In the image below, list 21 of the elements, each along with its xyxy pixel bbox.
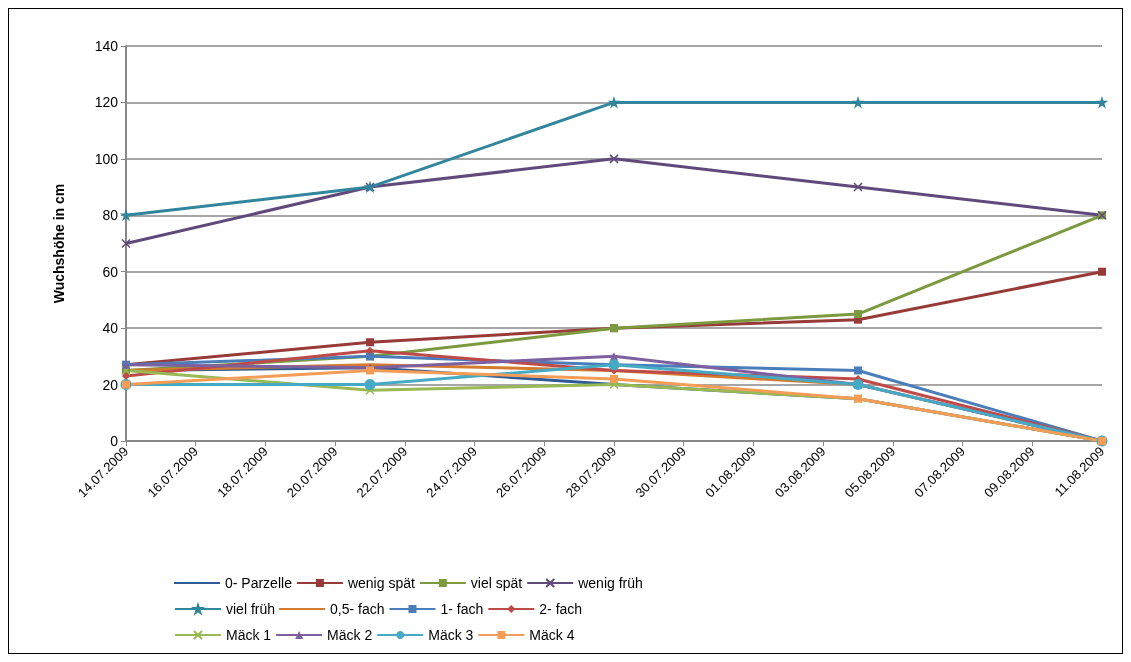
legend-label: Mäck 1 [226, 627, 272, 643]
legend-label: wenig früh [577, 575, 643, 591]
legend-label: viel früh [226, 601, 276, 617]
legend-label: 1- fach [440, 601, 484, 617]
legend-label: Mäck 2 [327, 627, 373, 643]
y-tick-label: 100 [94, 150, 119, 167]
y-tick-label: 80 [102, 207, 119, 224]
legend-label: 0,5- fach [330, 601, 385, 617]
legend-label: wenig spät [346, 575, 415, 591]
legend-label: Mäck 4 [529, 627, 575, 643]
legend-label: 2- fach [539, 601, 583, 617]
y-tick-label: 0 [110, 433, 119, 449]
legend-label: 0- Parzelle [225, 575, 293, 591]
y-tick-label: 40 [102, 320, 119, 337]
y-tick-label: 60 [102, 263, 119, 280]
y-tick-label: 120 [94, 94, 119, 111]
y-axis-title: Wuchshöhe in cm [51, 183, 67, 304]
y-tick-label: 140 [94, 38, 119, 54]
y-tick-label: 20 [102, 376, 119, 393]
legend-label: viel spät [470, 575, 523, 591]
legend-label: Mäck 3 [428, 627, 474, 643]
